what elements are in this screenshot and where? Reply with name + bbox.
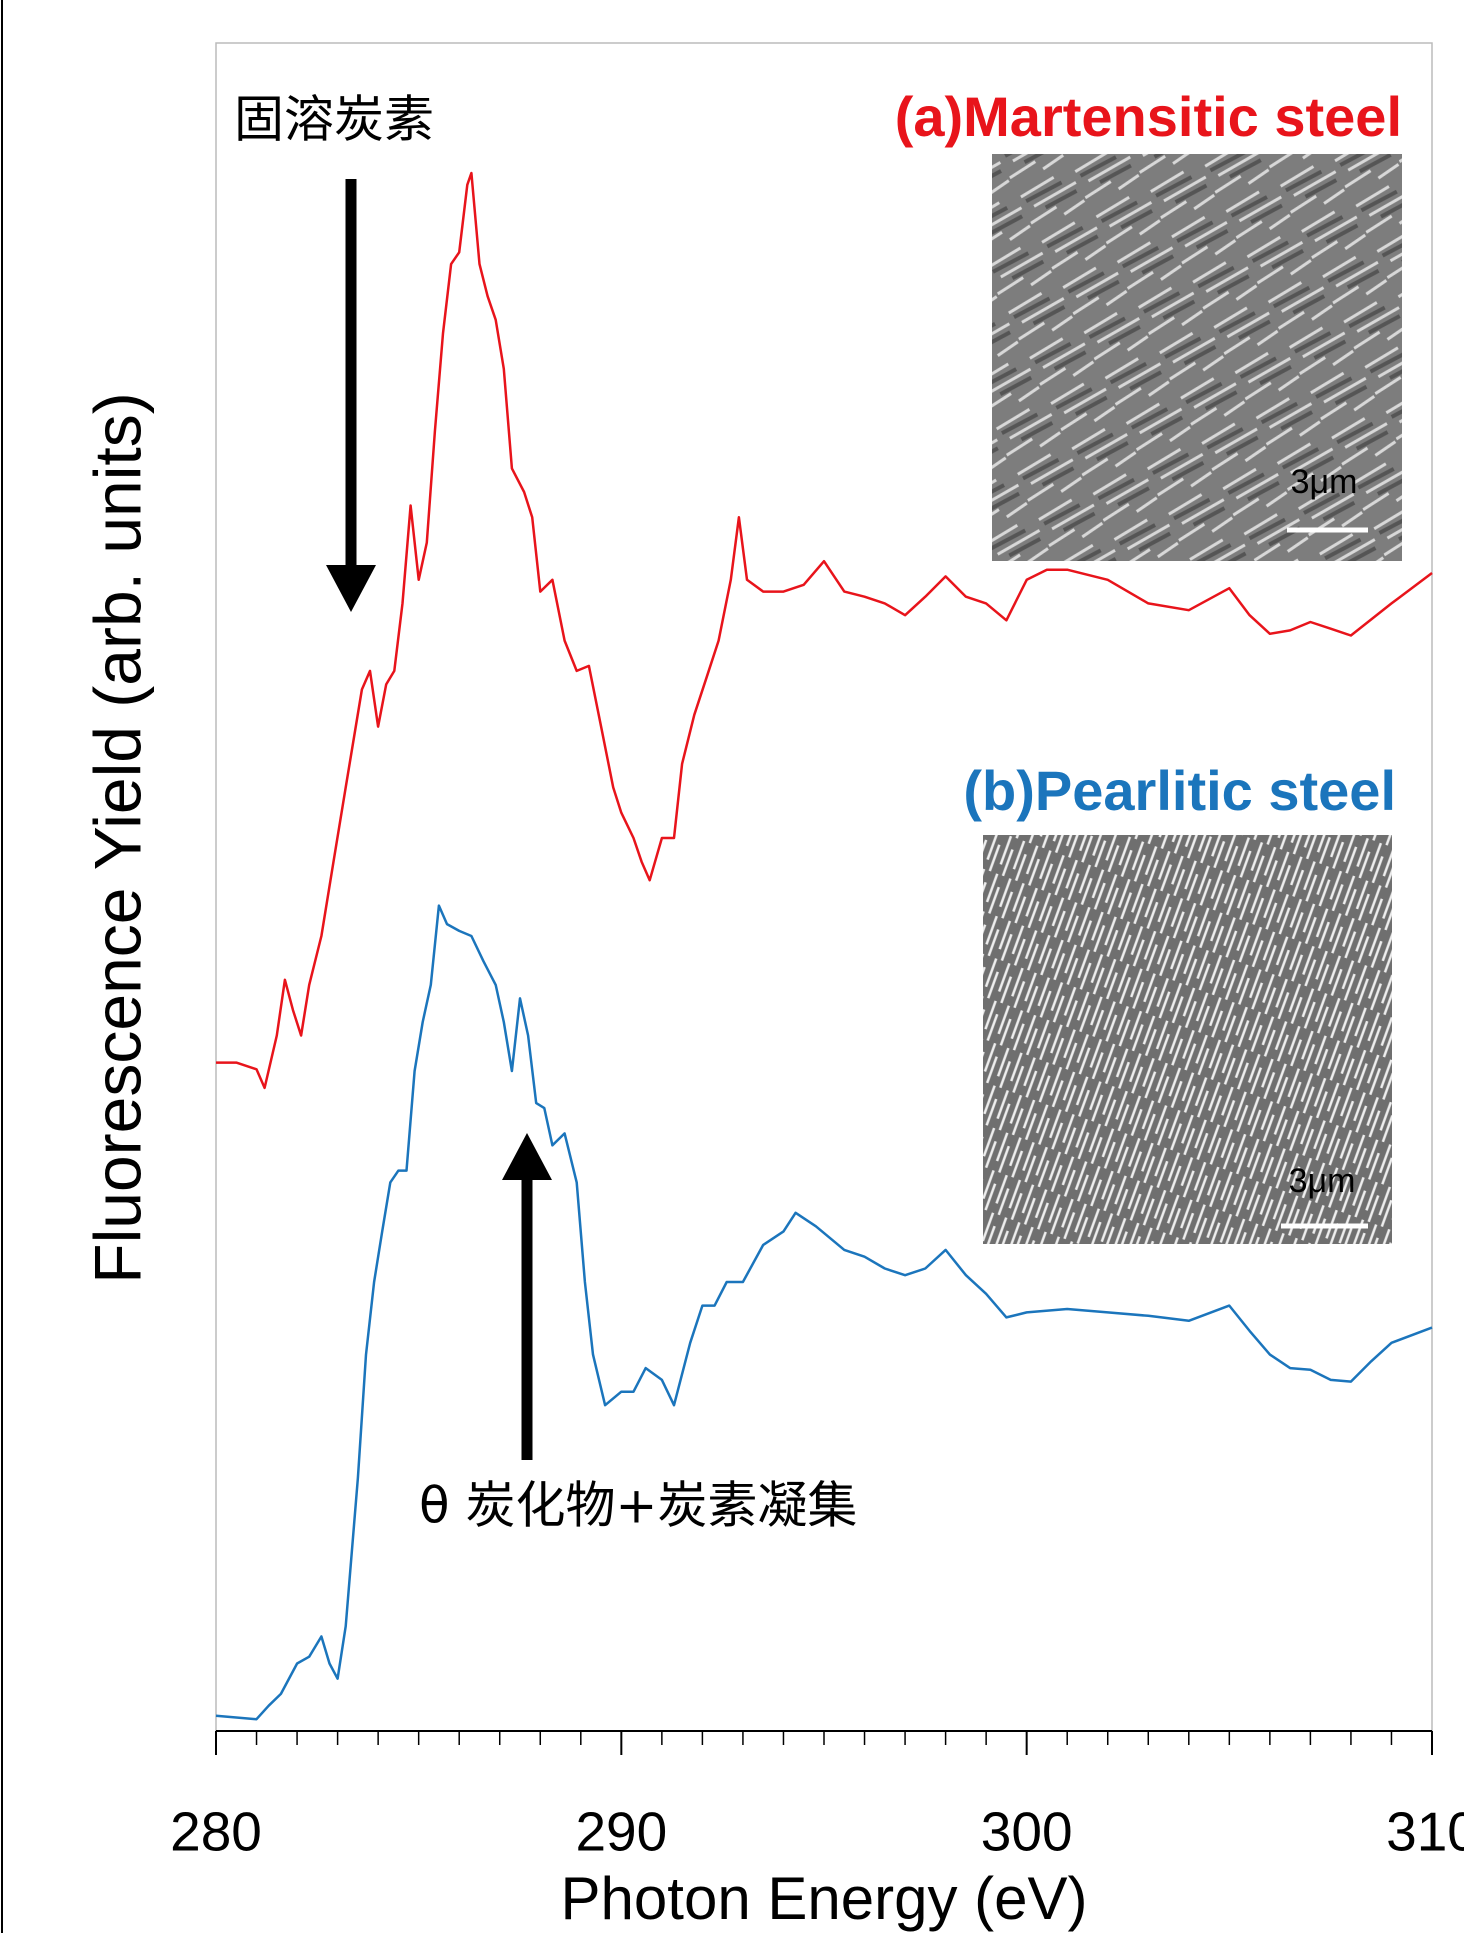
chart: Photon Energy (eV) Fluorescence Yield (a… [0,0,1464,1933]
annotation: 固溶炭素 [234,91,434,149]
arrow-head [326,565,376,612]
x-axis-title: Photon Energy (eV) [561,1865,1088,1932]
annotation: θ 炭化物+炭素凝集 [419,1477,857,1535]
scale-label: 3μm [1291,463,1358,501]
page: Photon Energy (eV) Fluorescence Yield (a… [0,0,1464,1933]
x-tick-label: 280 [170,1801,262,1863]
scale-label: 3μm [1289,1162,1356,1200]
y-axis-title: Fluorescence Yield (arb. units) [80,392,154,1283]
legend-label: (b)Pearlitic steel [963,759,1396,822]
x-tick-label: 310 [1386,1801,1464,1863]
legend-label: (a)Martensitic steel [895,85,1402,148]
x-tick-label: 300 [981,1801,1073,1863]
x-tick-label: 290 [575,1801,667,1863]
arrow-head [502,1133,552,1180]
